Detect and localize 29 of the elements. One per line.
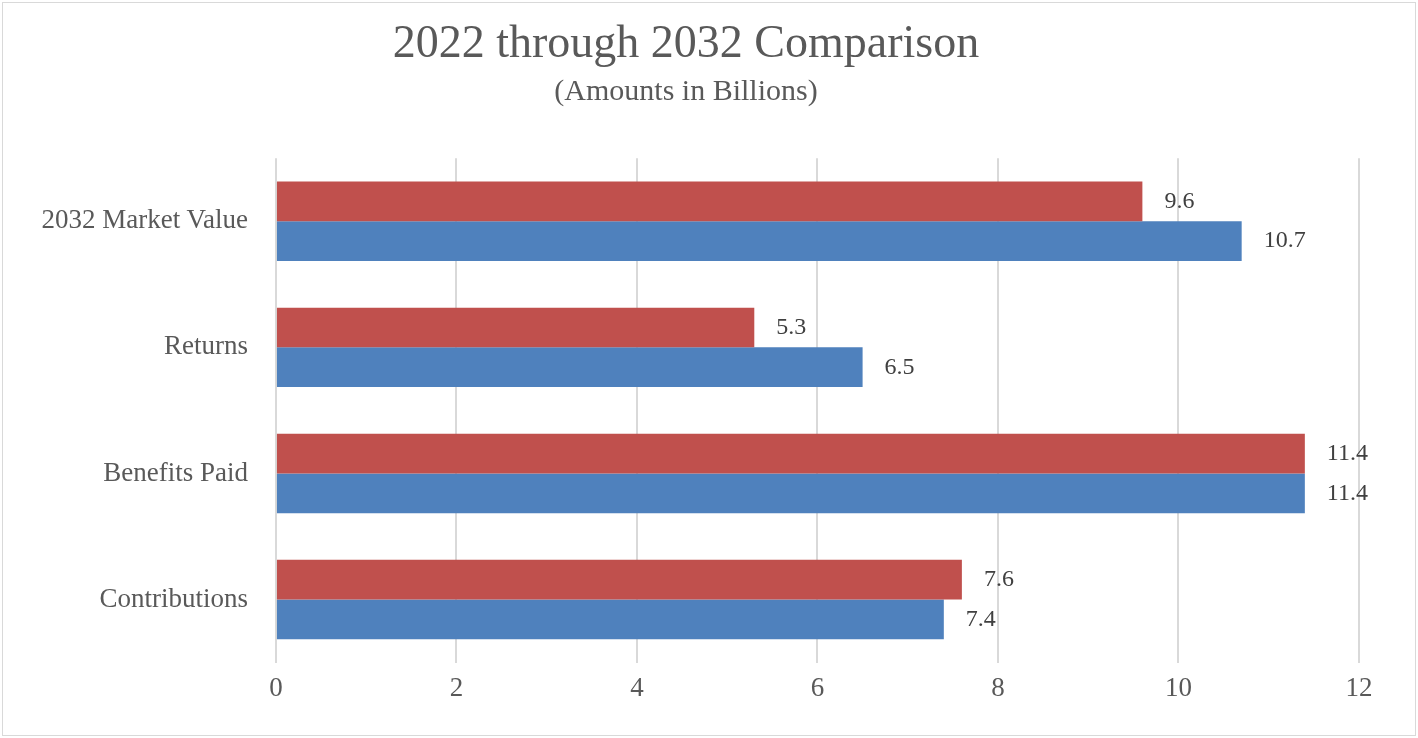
x-tick-label: 6 bbox=[810, 671, 825, 702]
bar bbox=[276, 307, 755, 348]
bar bbox=[276, 433, 1305, 474]
bar bbox=[276, 559, 962, 600]
data-label: 7.6 bbox=[983, 564, 1014, 591]
y-tick-label: Contributions bbox=[99, 582, 248, 613]
y-tick-label: Returns bbox=[163, 330, 248, 361]
bar bbox=[276, 473, 1305, 514]
chart-subtitle: (Amounts in Billions) bbox=[554, 73, 818, 108]
data-label: 6.5 bbox=[884, 352, 915, 379]
bar bbox=[276, 181, 1143, 222]
data-label: 11.4 bbox=[1326, 438, 1368, 465]
data-label: 10.7 bbox=[1263, 226, 1306, 253]
data-label: 5.3 bbox=[776, 312, 807, 339]
x-tick-label: 4 bbox=[630, 671, 645, 702]
y-tick-label: Benefits Paid bbox=[103, 456, 249, 487]
bar bbox=[276, 347, 863, 388]
x-tick-label: 10 bbox=[1164, 671, 1192, 702]
chart-title: 2022 through 2032 Comparison bbox=[392, 15, 980, 67]
bar bbox=[276, 599, 944, 640]
x-tick-label: 0 bbox=[269, 671, 283, 702]
x-tick-label: 8 bbox=[991, 671, 1005, 702]
data-label: 11.4 bbox=[1326, 478, 1368, 505]
y-tick-label: 2032 Market Value bbox=[41, 204, 248, 235]
data-label: 9.6 bbox=[1164, 186, 1195, 213]
x-tick-label: 2 bbox=[449, 671, 464, 702]
data-label: 7.4 bbox=[965, 604, 996, 631]
x-tick-label: 12 bbox=[1345, 671, 1373, 702]
bar bbox=[276, 221, 1242, 261]
